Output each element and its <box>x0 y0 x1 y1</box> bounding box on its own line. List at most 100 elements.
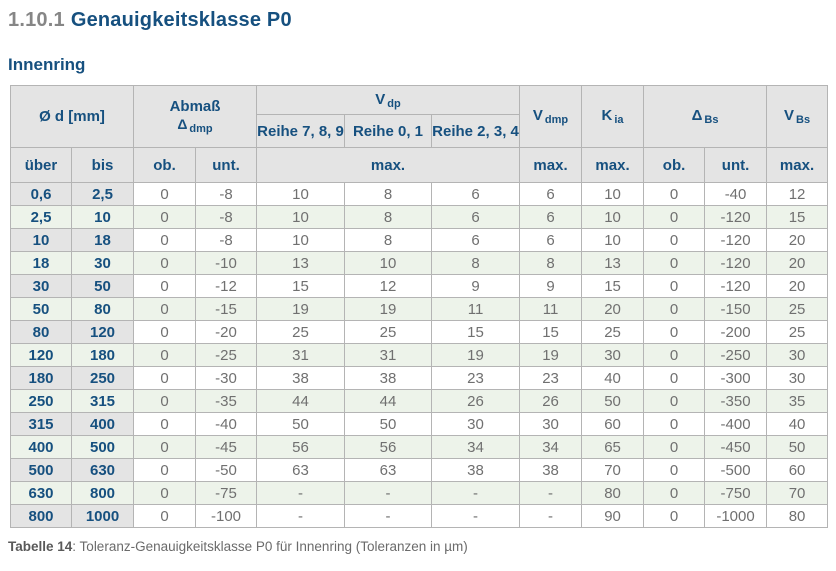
table-row: 180 250 0 -30 38 38 23 23 40 0 -300 30 <box>10 366 829 390</box>
range-cell: 250 <box>71 366 134 390</box>
value-cell: -45 <box>195 435 257 459</box>
value-cell: - <box>344 504 432 528</box>
value-cell: 0 <box>133 481 196 505</box>
table-row: 2,5 10 0 -8 10 8 6 6 10 0 -120 15 <box>10 205 829 229</box>
value-cell: 0 <box>133 389 196 413</box>
table-row: 0,6 2,5 0 -8 10 8 6 6 10 0 -40 12 <box>10 182 829 206</box>
range-cell: 180 <box>71 343 134 367</box>
value-cell: 0 <box>133 458 196 482</box>
range-cell: 50 <box>10 297 72 321</box>
value-cell: 26 <box>430 389 521 413</box>
value-cell: 0 <box>643 458 706 482</box>
col-header-ob-dmp: ob. <box>133 147 196 183</box>
range-cell: 1000 <box>71 504 134 528</box>
range-cell: 120 <box>71 320 134 344</box>
table-row: 10 18 0 -8 10 8 6 6 10 0 -120 20 <box>10 228 829 252</box>
range-cell: 250 <box>10 389 72 413</box>
value-cell: 25 <box>766 320 829 344</box>
value-cell: 25 <box>581 320 645 344</box>
value-cell: 35 <box>766 389 829 413</box>
value-cell: 20 <box>581 297 645 321</box>
value-cell: 11 <box>519 297 583 321</box>
value-cell: 13 <box>581 251 645 275</box>
value-cell: 10 <box>344 251 432 275</box>
range-cell: 630 <box>71 458 134 482</box>
value-cell: 50 <box>344 412 432 436</box>
value-cell: - <box>430 481 521 505</box>
value-cell: 23 <box>519 366 583 390</box>
range-cell: 800 <box>71 481 134 505</box>
col-header-bis: bis <box>71 147 134 183</box>
caption-label: Tabelle 14 <box>8 539 73 554</box>
range-cell: 500 <box>71 435 134 459</box>
value-cell: -150 <box>704 297 768 321</box>
value-cell: -8 <box>195 228 257 252</box>
value-cell: -1000 <box>704 504 768 528</box>
value-cell: 20 <box>766 251 829 275</box>
abmass-label: Abmaß <box>169 98 221 115</box>
value-cell: 50 <box>766 435 829 459</box>
value-cell: 65 <box>581 435 645 459</box>
value-cell: 0 <box>643 320 706 344</box>
range-cell: 400 <box>10 435 72 459</box>
value-cell: -12 <box>195 274 257 298</box>
value-cell: 63 <box>344 458 432 482</box>
value-cell: 0 <box>133 366 196 390</box>
value-cell: - <box>430 504 521 528</box>
value-cell: 40 <box>766 412 829 436</box>
range-cell: 400 <box>71 412 134 436</box>
col-header-unt-dmp: unt. <box>195 147 257 183</box>
value-cell: 19 <box>256 297 345 321</box>
value-cell: 44 <box>256 389 345 413</box>
value-cell: 6 <box>519 228 583 252</box>
value-cell: 38 <box>256 366 345 390</box>
value-cell: 0 <box>133 182 196 206</box>
range-cell: 18 <box>71 228 134 252</box>
value-cell: -30 <box>195 366 257 390</box>
value-cell: -25 <box>195 343 257 367</box>
col-header-reihe-01: Reihe 0, 1 <box>344 114 432 148</box>
col-header-reihe-234: Reihe 2, 3, 4 <box>430 114 521 148</box>
value-cell: -35 <box>195 389 257 413</box>
value-cell: -15 <box>195 297 257 321</box>
value-cell: -450 <box>704 435 768 459</box>
value-cell: 15 <box>766 205 829 229</box>
page-title: 1.10.1 Genauigkeitsklasse P0 <box>0 0 836 32</box>
value-cell: 0 <box>133 228 196 252</box>
section-number: 1.10.1 <box>8 9 65 31</box>
table-row: 500 630 0 -50 63 63 38 38 70 0 -500 60 <box>10 458 829 482</box>
range-cell: 50 <box>71 274 134 298</box>
range-cell: 2,5 <box>71 182 134 206</box>
value-cell: 0 <box>133 412 196 436</box>
value-cell: -50 <box>195 458 257 482</box>
range-cell: 630 <box>10 481 72 505</box>
value-cell: 0 <box>643 251 706 275</box>
table-caption: Tabelle 14: Toleranz-Genauigkeitsklasse … <box>8 539 836 554</box>
table-row: 400 500 0 -45 56 56 34 34 65 0 -450 50 <box>10 435 829 459</box>
col-header-max-vbs: max. <box>766 147 829 183</box>
value-cell: 11 <box>430 297 521 321</box>
range-cell: 120 <box>10 343 72 367</box>
value-cell: 12 <box>344 274 432 298</box>
table-row: 30 50 0 -12 15 12 9 9 15 0 -120 20 <box>10 274 829 298</box>
value-cell: 0 <box>643 274 706 298</box>
value-cell: -120 <box>704 274 768 298</box>
table-body: 0,6 2,5 0 -8 10 8 6 6 10 0 -40 12 2,5 10 0 -8 10 8 6 6 10 0 -1… <box>10 182 829 528</box>
value-cell: 0 <box>643 182 706 206</box>
value-cell: 56 <box>256 435 345 459</box>
value-cell: 0 <box>643 412 706 436</box>
value-cell: 0 <box>133 297 196 321</box>
value-cell: 23 <box>430 366 521 390</box>
value-cell: 8 <box>519 251 583 275</box>
value-cell: 0 <box>643 481 706 505</box>
value-cell: - <box>344 481 432 505</box>
table-row: 315 400 0 -40 50 50 30 30 60 0 -400 40 <box>10 412 829 436</box>
col-group-diameter: Ø d [mm] <box>10 85 134 148</box>
value-cell: 8 <box>344 205 432 229</box>
range-cell: 80 <box>71 297 134 321</box>
range-cell: 10 <box>71 205 134 229</box>
value-cell: 6 <box>519 182 583 206</box>
